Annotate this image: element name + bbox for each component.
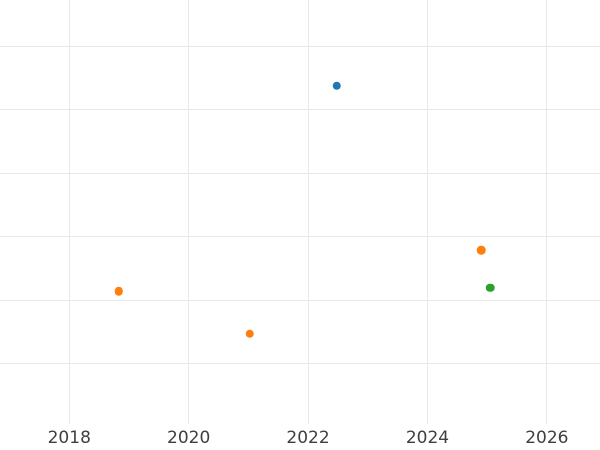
x-tick-label: 2020 xyxy=(167,428,211,448)
data-point-series-orange xyxy=(476,245,486,255)
data-point-series-green xyxy=(485,283,495,292)
y-gridline xyxy=(0,45,600,47)
y-gridline xyxy=(0,363,600,365)
x-gridline xyxy=(546,0,548,424)
x-tick-label: 2026 xyxy=(525,428,569,448)
x-tick-label: 2022 xyxy=(286,428,330,448)
y-gridline xyxy=(0,109,600,111)
y-gridline xyxy=(0,299,600,301)
data-point-series-orange xyxy=(114,287,124,296)
y-gridline xyxy=(0,236,600,238)
x-gridline xyxy=(426,0,428,424)
x-tick-label: 2024 xyxy=(405,428,450,448)
data-point-series-blue xyxy=(332,81,341,90)
x-tick-label: 2018 xyxy=(47,428,91,448)
x-gridline xyxy=(188,0,190,424)
y-gridline xyxy=(0,172,600,174)
x-gridline xyxy=(307,0,309,424)
x-gridline xyxy=(68,0,70,424)
data-point-series-orange xyxy=(245,329,254,339)
